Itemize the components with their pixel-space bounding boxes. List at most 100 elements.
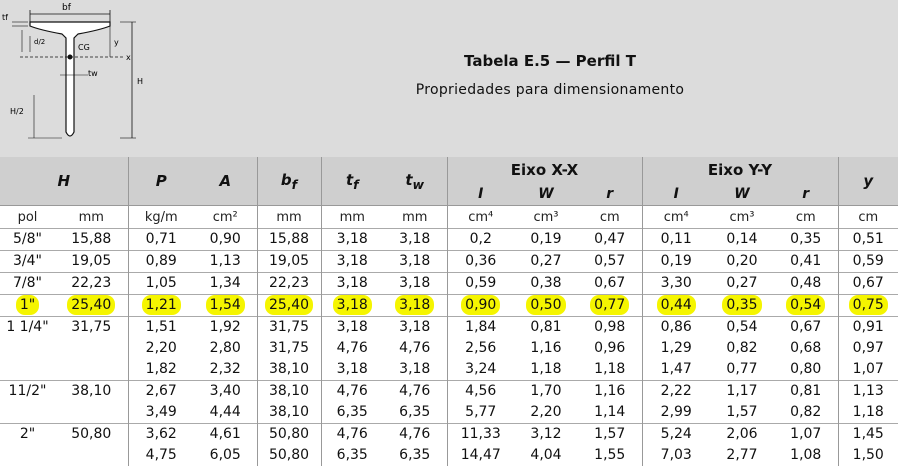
cell-mm: 25,40 (55, 295, 128, 317)
cell-tw: 4,76 6,35 (383, 424, 447, 466)
label-tf: tf (2, 13, 8, 22)
cell-mm: 15,88 (55, 229, 128, 251)
highlighted-value: 1,21 (142, 295, 181, 315)
cell-y: 1,13 1,18 (838, 381, 898, 424)
cell-value: 2" (20, 426, 35, 442)
cell-value: 0,86 1,29 1,47 (661, 319, 692, 377)
cell-wx: 0,27 (514, 251, 578, 273)
cell-bf: 31,75 31,75 38,10 (257, 317, 321, 381)
cell-value: 0,51 (853, 231, 884, 247)
cell-value: 1,92 2,80 2,32 (210, 319, 241, 377)
cell-wx: 0,50 (514, 295, 578, 317)
cell-ry: 0,81 0,82 (774, 381, 838, 424)
cell-pol: 1" (0, 295, 55, 317)
cell-value: 38,10 (71, 383, 111, 399)
cell-value: 3,18 (399, 253, 430, 269)
cell-tf: 3,18 (321, 273, 383, 295)
cell-p: 0,89 (128, 251, 194, 273)
cell-value: 0,54 0,82 0,77 (726, 319, 757, 377)
cell-rx: 0,98 0,96 1,18 (578, 317, 642, 381)
header-a: A (194, 157, 257, 206)
cell-value: 4,56 5,77 (465, 383, 496, 420)
cell-wy: 2,06 2,77 (710, 424, 774, 466)
cell-y: 0,59 (838, 251, 898, 273)
cell-value: 0,2 (470, 231, 492, 247)
highlighted-value: 3,18 (333, 295, 372, 315)
cell-value: 1,16 1,14 (594, 383, 625, 420)
cell-value: 1,57 1,55 (594, 426, 625, 463)
cell-value: 0,48 (790, 275, 821, 291)
cell-rx: 0,77 (578, 295, 642, 317)
cell-value: 38,10 38,10 (269, 383, 309, 420)
cell-tf: 3,18 (321, 229, 383, 251)
highlighted-value: 0,77 (590, 295, 629, 315)
cell-value: 0,67 (594, 275, 625, 291)
cell-value: 1,70 2,20 (530, 383, 561, 420)
header-axis-x: Eixo X-X (447, 157, 642, 183)
cell-tf: 3,18 (321, 295, 383, 317)
label-h2: H/2 (10, 107, 24, 116)
cell-a: 1,92 2,80 2,32 (194, 317, 257, 381)
cell-value: 1,51 2,20 1,82 (146, 319, 177, 377)
cell-value: 0,27 (726, 275, 757, 291)
cell-ry: 0,67 0,68 0,80 (774, 317, 838, 381)
cell-ry: 1,07 1,08 (774, 424, 838, 466)
cell-wx: 0,38 (514, 273, 578, 295)
cell-value: 0,41 (790, 253, 821, 269)
cell-value: 0,19 (530, 231, 561, 247)
cell-a: 3,40 4,44 (194, 381, 257, 424)
header-wy: W (710, 183, 774, 206)
highlighted-value: 25,40 (265, 295, 313, 315)
cell-wy: 0,35 (710, 295, 774, 317)
header-p: P (128, 157, 194, 206)
highlighted-value: 0,75 (849, 295, 888, 315)
label-d2: d/2 (34, 38, 45, 46)
label-h: H (137, 77, 143, 86)
unit-cell: pol (0, 206, 55, 229)
cell-value: 3,62 4,75 (146, 426, 177, 463)
highlighted-value: 1" (16, 295, 39, 315)
t-profile-diagram: bf tf d/2 x CG y tw H (0, 0, 160, 150)
cell-wy: 0,54 0,82 0,77 (710, 317, 774, 381)
cell-wy: 0,20 (710, 251, 774, 273)
cell-value: 15,88 (269, 231, 309, 247)
cell-tw: 3,18 (383, 251, 447, 273)
cell-value: 0,11 (661, 231, 692, 247)
cell-tf: 4,76 6,35 (321, 424, 383, 466)
cell-ry: 0,35 (774, 229, 838, 251)
table-title: Tabela E.5 — Perfil T (400, 52, 700, 70)
cell-value: 0,47 (594, 231, 625, 247)
cell-bf: 15,88 (257, 229, 321, 251)
cell-wx: 0,19 (514, 229, 578, 251)
highlighted-value: 0,35 (722, 295, 761, 315)
unit-cell: cm³ (514, 206, 578, 229)
cell-value: 0,59 (465, 275, 496, 291)
cell-value: 2,06 2,77 (726, 426, 757, 463)
cell-value: 1,84 2,56 3,24 (465, 319, 496, 377)
cell-value: 0,59 (853, 253, 884, 269)
highlighted-value: 0,54 (786, 295, 825, 315)
cell-iy: 3,30 (642, 273, 710, 295)
cell-value: 4,76 6,35 (337, 426, 368, 463)
title-block: Tabela E.5 — Perfil T Propriedades para … (400, 52, 700, 98)
cell-value: 0,67 (853, 275, 884, 291)
cell-a: 1,34 (194, 273, 257, 295)
cell-value: 22,23 (71, 275, 111, 291)
cell-rx: 0,47 (578, 229, 642, 251)
cell-tw: 3,18 (383, 273, 447, 295)
cell-mm: 22,23 (55, 273, 128, 295)
cell-ix: 1,84 2,56 3,24 (447, 317, 514, 381)
cell-iy: 0,11 (642, 229, 710, 251)
cell-ix: 0,90 (447, 295, 514, 317)
cell-value: 15,88 (71, 231, 111, 247)
cell-ix: 4,56 5,77 (447, 381, 514, 424)
cell-wx: 1,70 2,20 (514, 381, 578, 424)
table-subtitle: Propriedades para dimensionamento (400, 82, 700, 98)
cell-tw: 3,18 (383, 229, 447, 251)
cell-y: 0,91 0,97 1,07 (838, 317, 898, 381)
properties-table: H P A bf tf tw Eixo X-X Eixo Y-Y y I W r… (0, 157, 898, 466)
cell-value: 0,67 0,68 0,80 (790, 319, 821, 377)
